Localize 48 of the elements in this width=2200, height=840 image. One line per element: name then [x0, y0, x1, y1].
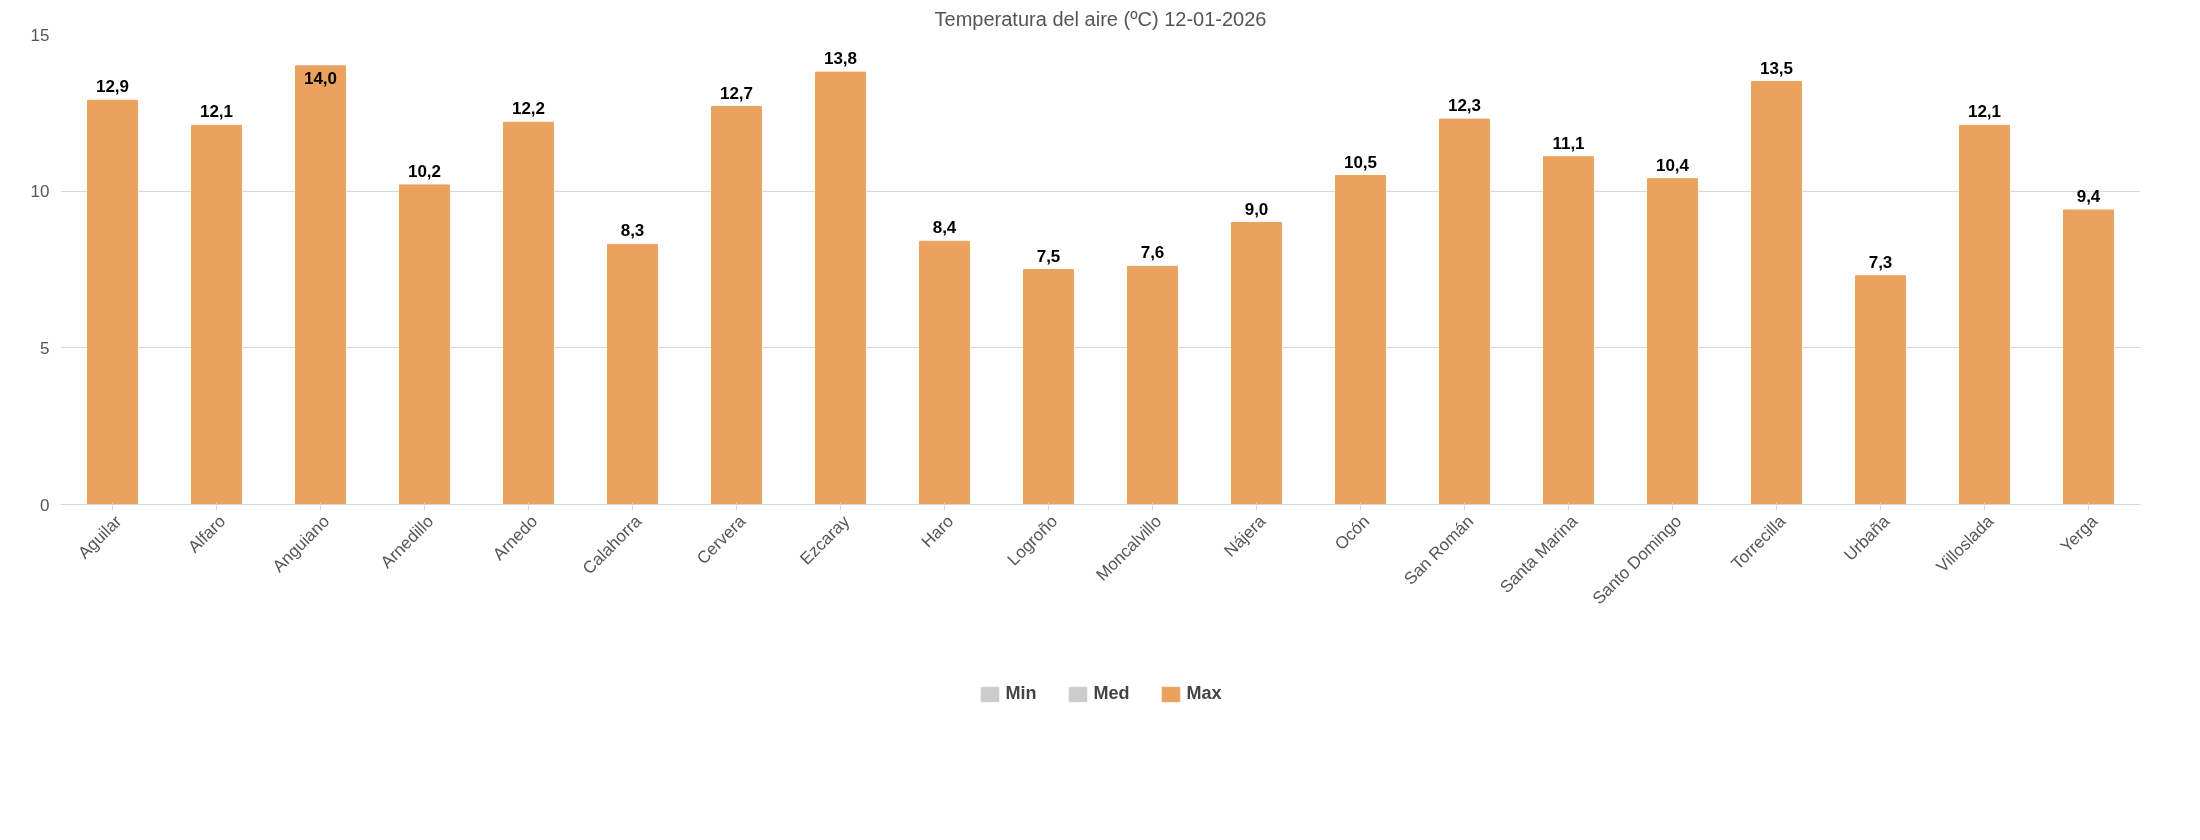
bar: [1023, 269, 1074, 505]
bar: [1543, 156, 1594, 505]
data-label: 12,7: [719, 83, 754, 103]
data-label: 12,1: [1967, 102, 2002, 122]
data-label: 14,0: [303, 68, 338, 88]
legend-label: Min: [1005, 683, 1037, 704]
y-tick-label: 15: [30, 25, 50, 45]
data-label: 12,3: [1447, 96, 1482, 116]
bar: [1855, 275, 1906, 505]
bar: [919, 240, 970, 505]
y-tick-label: 10: [30, 182, 50, 202]
data-label: 9,0: [1244, 199, 1269, 219]
bar: [815, 71, 866, 505]
data-label: 12,9: [95, 77, 130, 97]
data-label: 12,2: [511, 99, 546, 119]
data-label: 8,3: [620, 221, 645, 241]
data-label: 13,5: [1759, 58, 1794, 78]
data-label: 13,8: [823, 49, 858, 69]
bar: [191, 124, 242, 505]
chart-title: Temperatura del aire (ºC) 12-01-2026: [934, 7, 1267, 30]
bar: [1335, 175, 1386, 505]
data-label: 7,6: [1140, 243, 1165, 263]
bar: [1647, 178, 1698, 505]
data-label: 8,4: [932, 218, 957, 238]
bar: [2063, 209, 2114, 505]
y-tick-label: 5: [40, 338, 50, 358]
bar: [87, 99, 138, 505]
bar: [1231, 222, 1282, 505]
bar: [1127, 265, 1178, 505]
data-label: 11,1: [1552, 133, 1585, 153]
bar: [399, 184, 450, 505]
bar: [503, 121, 554, 505]
data-label: 12,1: [199, 102, 234, 122]
legend-label: Med: [1093, 683, 1130, 704]
data-label: 10,2: [407, 161, 442, 181]
bar: [1959, 124, 2010, 505]
bar: [1439, 118, 1490, 505]
data-label: 7,5: [1036, 246, 1061, 266]
data-label: 7,3: [1868, 252, 1893, 272]
data-label: 10,4: [1655, 155, 1690, 175]
legend-label: Max: [1186, 683, 1222, 704]
bar: [607, 243, 658, 505]
data-label: 9,4: [2076, 186, 2101, 206]
data-label: 10,5: [1343, 152, 1378, 172]
bar: [711, 106, 762, 505]
y-tick-label: 0: [40, 495, 50, 515]
bar: [295, 65, 346, 505]
bar: [1751, 81, 1802, 505]
